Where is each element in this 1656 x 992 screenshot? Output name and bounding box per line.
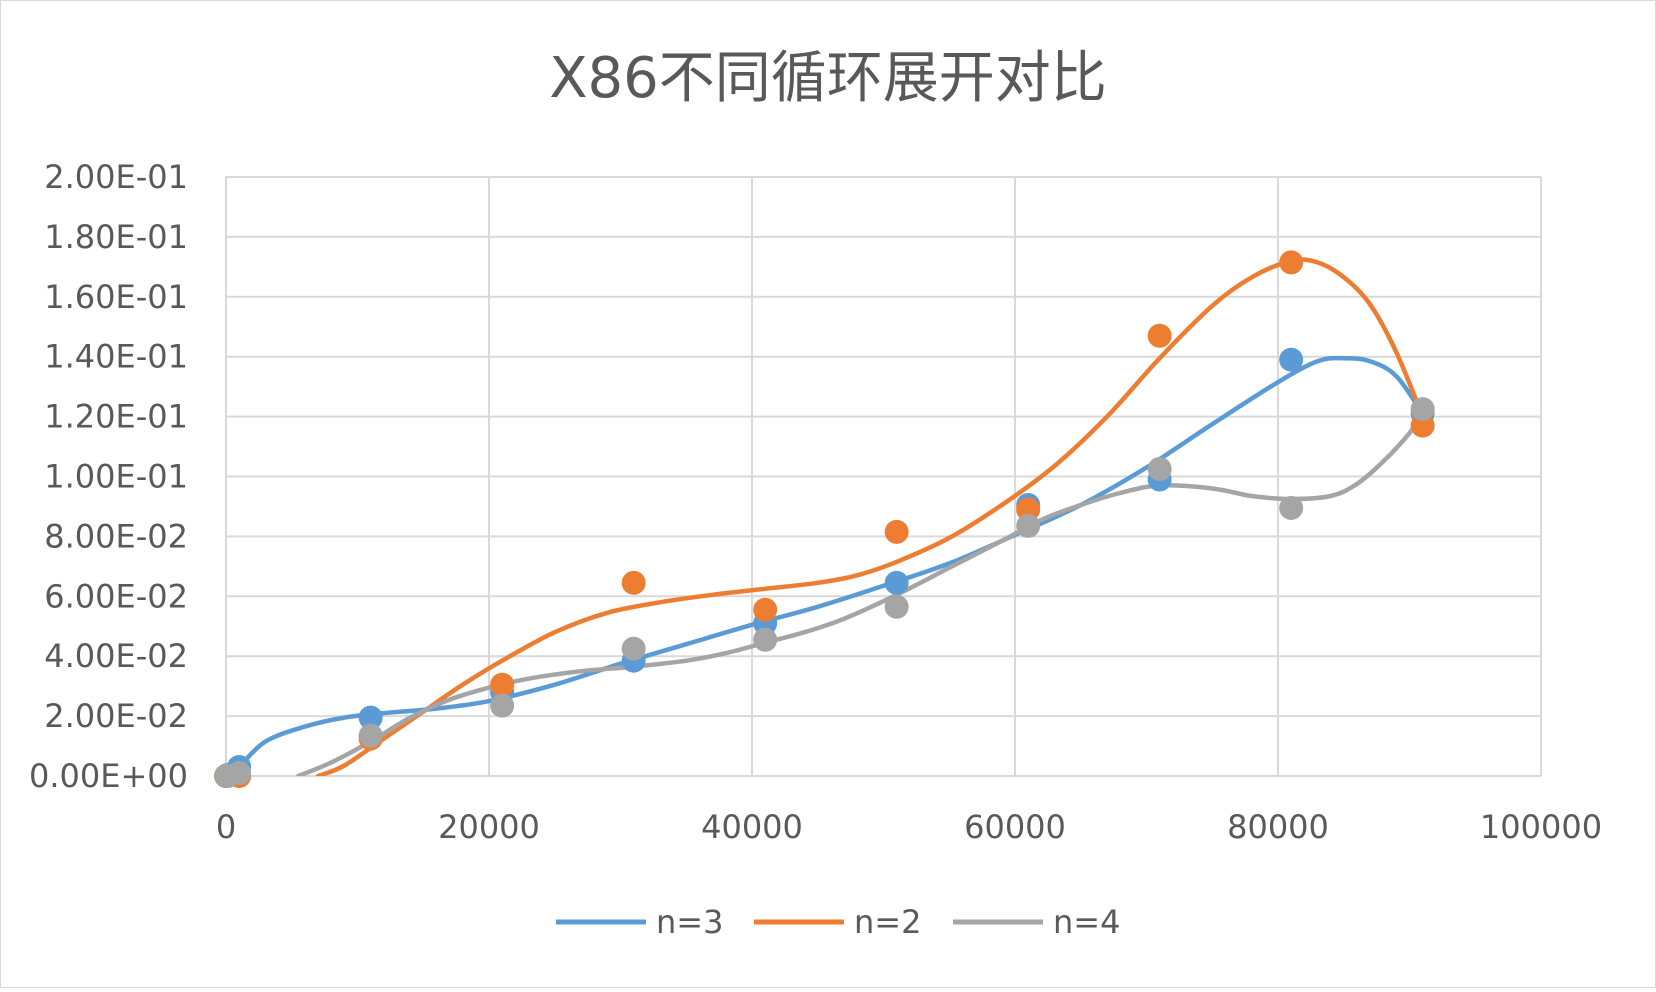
y-tick-label: 8.00E-02: [44, 517, 188, 555]
trend-line-n=2: [315, 257, 1425, 776]
y-tick-label: 1.60E-01: [44, 278, 188, 316]
x-tick-label: 60000: [964, 808, 1066, 846]
data-point-n=4: [1016, 513, 1041, 538]
x-tick-label: 80000: [1227, 808, 1329, 846]
data-point-n=2: [621, 570, 646, 595]
data-point-n=2: [884, 519, 909, 544]
y-tick-label: 1.20E-01: [44, 398, 188, 436]
axis-tick-labels: 0.00E+00 2.00E-02 4.00E-02 6.00E-02 8.00E-02…: [29, 158, 1602, 846]
legend-label-n=2: n=2: [854, 903, 921, 941]
data-point-n=3: [358, 705, 383, 730]
data-point-n=4: [753, 627, 778, 652]
y-tick-label: 1.40E-01: [44, 338, 188, 376]
legend-label-n=3: n=3: [656, 903, 723, 941]
y-tick-label: 2.00E-02: [44, 697, 188, 735]
data-point-n=2: [1410, 413, 1435, 438]
data-point-n=2: [1279, 250, 1304, 275]
data-point-n=2: [1016, 497, 1041, 522]
data-point-n=4: [227, 761, 252, 786]
data-point-n=4: [1147, 457, 1172, 482]
y-tick-label: 6.00E-02: [44, 577, 188, 615]
data-point-n=3: [884, 570, 909, 595]
chart-title: X86不同循环展开对比: [549, 46, 1107, 111]
grid: [225, 176, 1542, 777]
y-tick-label: 4.00E-02: [44, 637, 188, 675]
x-tick-label: 20000: [438, 808, 540, 846]
trend-curves: [236, 257, 1425, 776]
data-point-n=4: [490, 693, 515, 718]
data-point-n=4: [1410, 397, 1435, 422]
data-point-n=2: [1147, 323, 1172, 348]
data-point-n=4: [1279, 495, 1304, 520]
x-tick-label: 100000: [1480, 808, 1602, 846]
data-point-n=2: [490, 672, 515, 697]
data-point-n=3: [1279, 347, 1304, 372]
legend-label-n=4: n=4: [1053, 903, 1120, 941]
data-point-n=4: [884, 594, 909, 619]
data-point-n=4: [358, 723, 383, 748]
y-tick-label: 1.80E-01: [44, 218, 188, 256]
x-tick-label: 40000: [701, 808, 803, 846]
trend-line-n=3: [236, 355, 1425, 770]
data-point-n=4: [621, 636, 646, 661]
y-tick-label: 0.00E+00: [29, 757, 188, 795]
x-tick-label: 0: [216, 808, 236, 846]
y-tick-label: 1.00E-01: [44, 458, 188, 496]
data-point-n=2: [753, 597, 778, 622]
data-points: [214, 250, 1435, 788]
legend: n=3 n=2 n=4: [556, 903, 1120, 941]
y-tick-label: 2.00E-01: [44, 158, 188, 196]
